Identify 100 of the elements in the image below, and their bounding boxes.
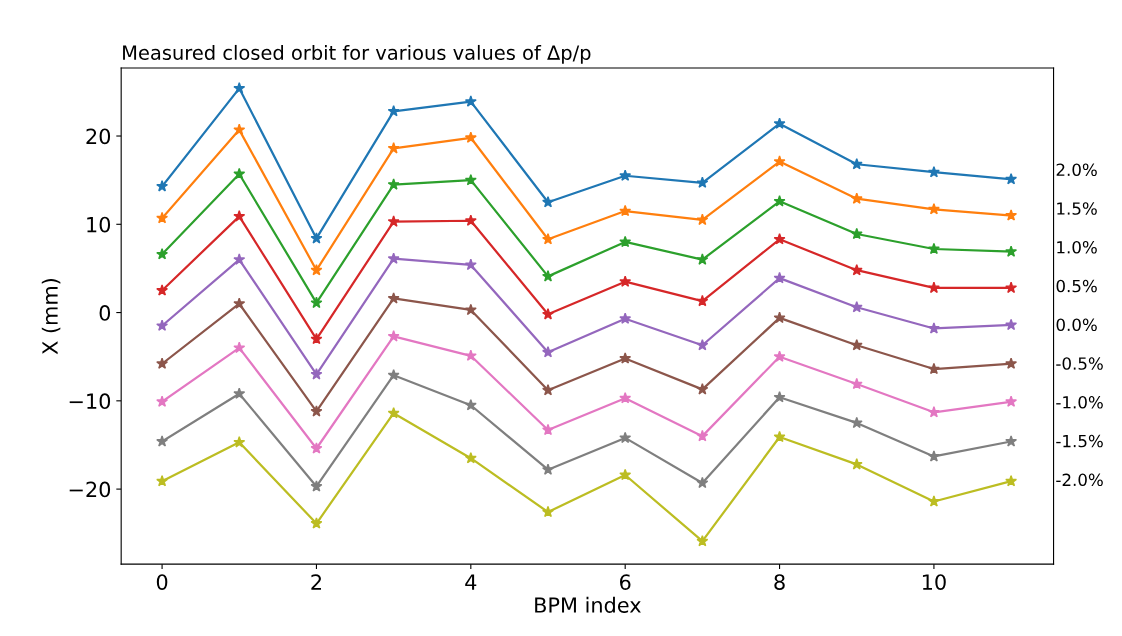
point <box>542 346 554 358</box>
point <box>1005 395 1018 407</box>
x-tick-label: 10 <box>922 574 946 590</box>
point <box>696 534 709 547</box>
text: -2.0% <box>1056 473 1103 487</box>
point <box>619 468 632 481</box>
point <box>542 505 554 518</box>
point <box>696 383 709 395</box>
point <box>927 165 940 178</box>
point <box>773 271 786 284</box>
point <box>1005 318 1018 331</box>
point <box>619 235 632 248</box>
point <box>233 82 246 94</box>
point <box>310 480 323 492</box>
y-tick-label: −20 <box>69 481 111 498</box>
point <box>464 349 477 362</box>
point <box>927 242 940 255</box>
point <box>387 368 400 381</box>
point <box>310 296 323 309</box>
x-tick-label: 8 <box>774 574 785 590</box>
point <box>233 123 246 136</box>
point <box>1005 435 1018 447</box>
point <box>542 463 554 475</box>
point <box>850 263 863 276</box>
chart-title: Measured closed orbit for various values of Δp/p <box>123 44 591 64</box>
y-tick-label: 10 <box>87 216 111 233</box>
point <box>619 352 632 364</box>
point <box>1005 209 1018 221</box>
point <box>542 308 554 320</box>
text: -0.5% <box>1056 357 1103 370</box>
point <box>696 213 709 226</box>
point <box>850 301 863 313</box>
point <box>619 391 632 404</box>
text: 0.5% <box>1056 279 1097 293</box>
point <box>387 178 400 190</box>
x-tick-label: 4 <box>465 574 477 590</box>
point <box>773 195 786 207</box>
point <box>387 142 400 154</box>
point <box>773 155 786 167</box>
text: -1.0% <box>1056 396 1103 409</box>
point <box>310 263 323 276</box>
point <box>927 362 940 375</box>
point <box>1005 474 1018 487</box>
point <box>696 176 709 188</box>
point <box>773 350 786 362</box>
point <box>387 292 400 304</box>
point <box>696 476 709 489</box>
text: 1.0% <box>1057 240 1097 254</box>
point <box>464 131 477 143</box>
point <box>156 474 169 487</box>
point <box>542 233 554 245</box>
point <box>387 252 400 264</box>
point <box>619 204 632 217</box>
point <box>1005 173 1018 185</box>
point <box>927 203 940 215</box>
point <box>156 357 169 369</box>
point <box>233 387 246 399</box>
point <box>542 270 554 282</box>
point <box>619 169 632 181</box>
text: -1.5% <box>1056 434 1103 448</box>
point <box>233 341 246 354</box>
point <box>464 398 477 411</box>
point <box>773 117 786 129</box>
point <box>850 416 863 429</box>
point <box>233 210 246 222</box>
text: 2.0% <box>1056 163 1097 177</box>
point <box>1005 245 1018 257</box>
x-tick-label: 0 <box>156 574 168 590</box>
point <box>696 294 709 307</box>
point <box>696 253 709 265</box>
point <box>927 450 940 462</box>
y-tick-label: 20 <box>86 128 111 145</box>
point <box>310 405 323 417</box>
point <box>464 173 477 186</box>
point <box>927 495 940 507</box>
point <box>233 167 246 180</box>
point <box>156 180 169 192</box>
point <box>310 442 323 454</box>
point <box>464 214 477 226</box>
point <box>156 395 169 407</box>
point <box>464 303 477 316</box>
y-axis-title: X (mm) <box>41 279 61 355</box>
point <box>773 391 786 403</box>
point <box>850 458 863 470</box>
point <box>464 95 477 107</box>
point <box>696 338 709 351</box>
point <box>773 311 786 324</box>
point <box>927 281 940 294</box>
y-tick-label: −10 <box>69 393 111 410</box>
point <box>310 332 323 345</box>
point <box>619 312 632 324</box>
point <box>233 297 246 309</box>
point <box>696 429 709 442</box>
point <box>156 319 169 331</box>
point <box>156 211 169 224</box>
y-tick-label: 0 <box>99 305 111 321</box>
text: 0.0% <box>1056 318 1097 332</box>
point <box>387 105 400 117</box>
point <box>542 423 554 436</box>
point <box>387 406 400 419</box>
